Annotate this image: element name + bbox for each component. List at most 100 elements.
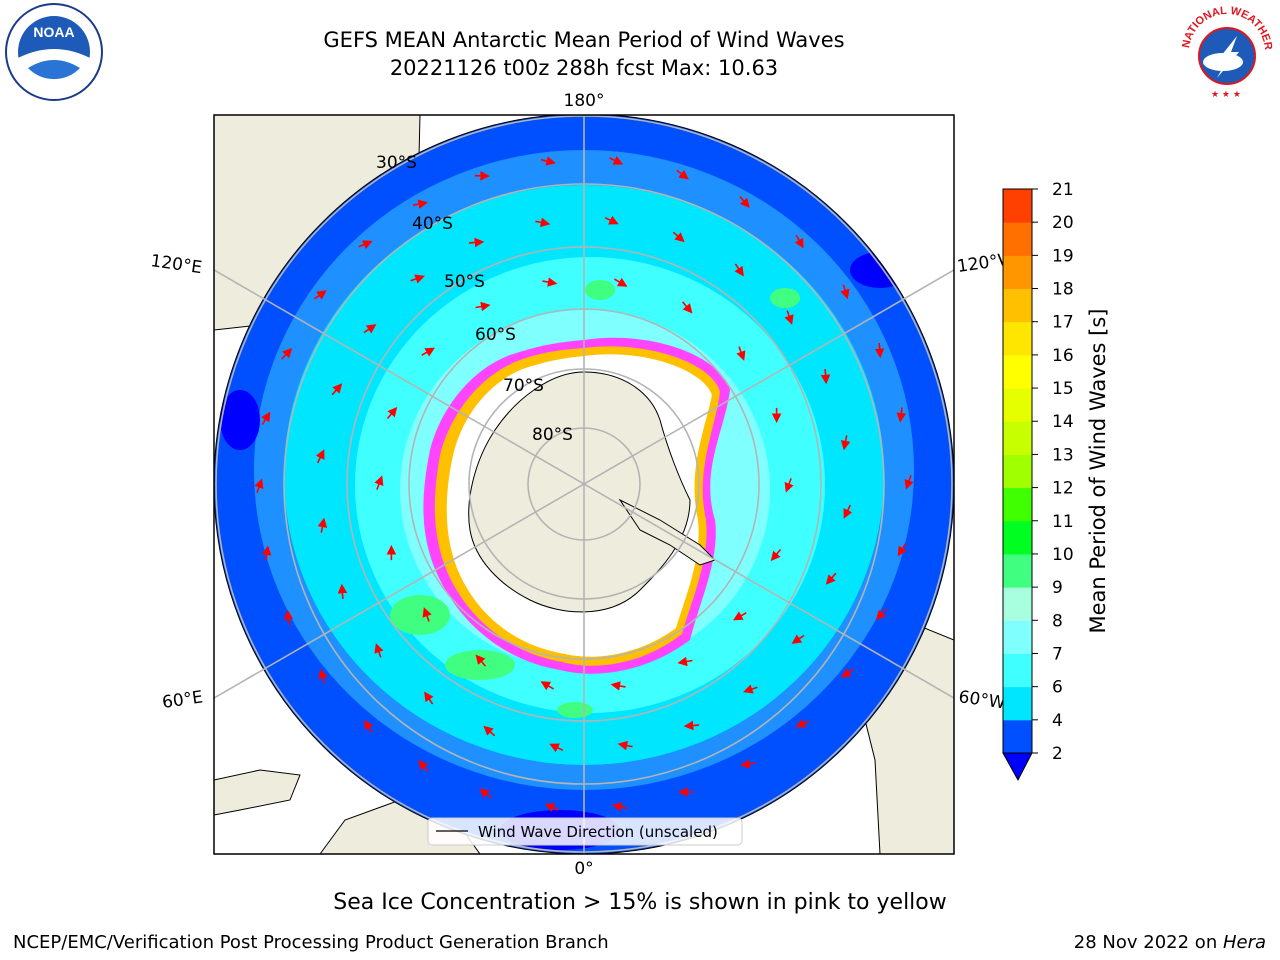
footer-date-text: 28 Nov 2022 on: [1073, 932, 1223, 953]
wave-direction-arrow: [795, 718, 810, 728]
wave-direction-arrow: [540, 681, 554, 691]
wave-direction-arrow: [363, 324, 377, 334]
colorbar-outline: [1002, 188, 1033, 754]
wave-direction-arrow: [483, 725, 496, 737]
wave-direction-arrow: [544, 803, 559, 813]
sea-ice-note: Sea Ice Concentration > 15% is shown in …: [333, 890, 947, 915]
colorbar-segments: [1003, 189, 1032, 754]
meridian-60e-120w: [214, 269, 954, 699]
colorbar-tick-label: 4: [1052, 711, 1063, 731]
wave-direction-arrow: [542, 277, 558, 287]
wave-direction-arrow: [610, 681, 626, 691]
colorbar-segment: [1003, 255, 1032, 290]
wave-direction-arrow: [677, 656, 693, 667]
wave-direction-arrow: [791, 634, 805, 644]
wave-direction-arrow: [734, 263, 744, 277]
wave-direction-arrow: [479, 788, 492, 799]
colorbar-tick-label: 10: [1052, 545, 1074, 565]
footer-machine: Hera: [1222, 932, 1266, 953]
wave-direction-arrow: [683, 720, 699, 731]
colorbar-tick-label: 7: [1052, 644, 1063, 664]
colorbar-segment: [1003, 553, 1032, 588]
wave-direction-arrow: [840, 284, 850, 300]
colorbar-label: Mean Period of Wind Waves [s]: [1086, 309, 1110, 634]
wave-direction-arrow: [604, 215, 619, 225]
lat-label-30s: 30°S: [376, 153, 417, 173]
wave-direction-arrow: [317, 517, 328, 533]
wave-direction-arrow: [318, 668, 328, 684]
colorbar-tick-label: 21: [1052, 180, 1074, 200]
graticule: [214, 115, 954, 854]
wave-direction-arrow: [549, 743, 564, 753]
wave-direction-arrow: [315, 449, 325, 464]
nws-logo: NATIONAL WEATHER SERVICE ★ ★ ★: [1176, 2, 1275, 100]
antarctica: [468, 371, 691, 613]
wave-direction-arrow: [475, 654, 487, 667]
wave-direction-arrow: [422, 607, 432, 622]
wave-direction-arrow: [840, 435, 851, 451]
lon-label-60w: 60°W: [957, 687, 1006, 713]
colorbar-tick-label: 16: [1052, 346, 1074, 366]
wave-direction-arrow: [358, 240, 373, 250]
wave-direction-arrow: [421, 347, 435, 357]
wave-direction-arrow: [740, 759, 756, 769]
noaa-logo: NOAA: [5, 3, 103, 101]
wave-direction-arrow: [841, 668, 855, 678]
colorbar-ticks: 2 4 6 7 8 9 10 11 12 13 14 15 16 17 18 19 20 21: [1032, 180, 1074, 764]
lat-label-40s: 40°S: [412, 214, 453, 234]
wave-direction-arrow: [825, 572, 837, 585]
colorbar-tick-label: 9: [1052, 578, 1063, 598]
wave-direction-arrow: [617, 740, 633, 751]
chart-subtitle-run: 20221126 t00z 288h fcst Max: 10.63: [389, 56, 779, 80]
wave-direction-arrow: [739, 195, 750, 209]
colorbar-segment: [1003, 487, 1032, 522]
colorbar-segment: [1003, 354, 1032, 389]
wave-direction-arrow: [743, 684, 758, 694]
colorbar-tick-label: 12: [1052, 479, 1074, 499]
colorbar-segment: [1003, 189, 1032, 223]
wave-direction-arrow: [904, 475, 914, 490]
wave-direction-arrow: [331, 383, 343, 396]
wave-direction-arrow: [261, 411, 271, 425]
colorbar-tick-label: 15: [1052, 379, 1074, 399]
wave-direction-arrow: [794, 234, 804, 249]
colorbar-segment: [1003, 388, 1032, 422]
wave-direction-arrow: [784, 310, 794, 325]
legend-label: Wind Wave Direction (unscaled): [478, 823, 718, 841]
wave-direction-arrow: [535, 217, 551, 228]
chart-title: GEFS MEAN Antarctic Mean Period of Wind …: [323, 28, 845, 52]
wave-direction-arrow: [784, 478, 794, 493]
colorbar-tick-label: 6: [1052, 678, 1063, 698]
colorbar-segment: [1003, 222, 1032, 256]
colorbar-tick-label: 20: [1052, 213, 1074, 233]
wave-direction-arrow: [364, 719, 374, 734]
wave-direction-arrow: [736, 346, 746, 361]
noaa-logo-text: NOAA: [33, 24, 74, 40]
lon-label-0: 0°: [574, 859, 593, 879]
wave-direction-arrow: [820, 369, 831, 385]
wave-direction-arrow: [875, 608, 887, 621]
wave-direction-arrow: [374, 643, 384, 658]
colorbar-tick-label: 17: [1052, 313, 1074, 333]
wave-direction-arrow: [313, 290, 327, 300]
colorbar-segment: [1003, 686, 1032, 721]
wave-direction-arrow: [410, 274, 425, 284]
wave-direction-arrow: [897, 543, 907, 557]
wave-direction-arrow: [612, 802, 628, 812]
wind-wave-arrows: [254, 155, 914, 813]
wave-direction-arrow: [609, 155, 624, 165]
lat-label-70s: 70°S: [503, 376, 544, 396]
wave-direction-arrow: [337, 583, 348, 599]
lon-label-60e: 60°E: [161, 687, 204, 712]
colorbar-tick-label: 11: [1052, 512, 1074, 532]
svg-text:★ ★ ★: ★ ★ ★: [1211, 90, 1241, 100]
madagascar-region: [214, 769, 301, 816]
footer-date: 28 Nov 2022 on Hera: [1074, 932, 1266, 953]
wave-direction-arrow: [874, 342, 885, 359]
colorbar-segment: [1003, 321, 1032, 356]
colorbar-segment: [1003, 288, 1032, 323]
wave-direction-arrow: [672, 231, 685, 243]
wave-direction-arrow: [254, 478, 264, 493]
lat-label-50s: 50°S: [444, 272, 485, 292]
